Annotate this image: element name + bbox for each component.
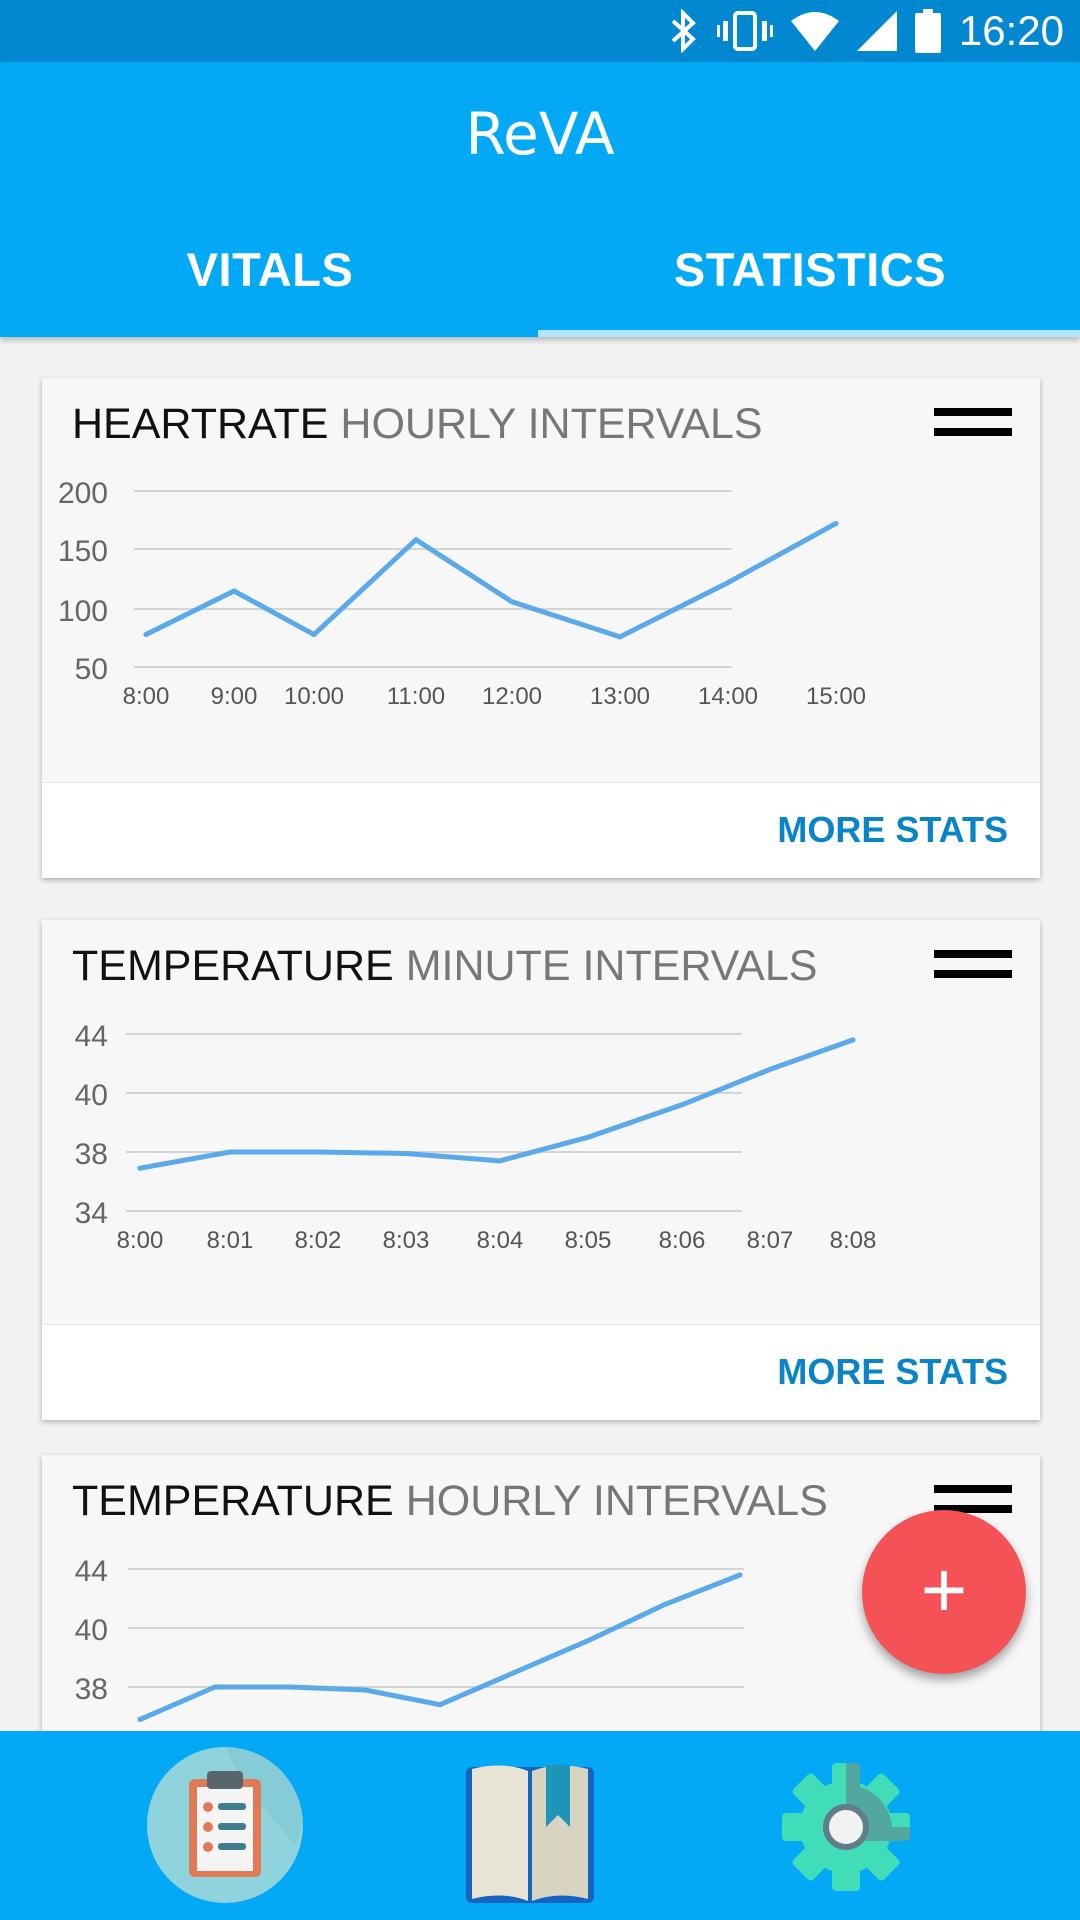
- data-point: [227, 1149, 233, 1155]
- data-point: [315, 1149, 321, 1155]
- nav-item-journal[interactable]: [462, 1761, 598, 1912]
- app-title: ReVA: [465, 100, 615, 168]
- data-point: [833, 520, 839, 526]
- x-tick-label: 8:01: [207, 1227, 254, 1254]
- heartrate-card: HEARTRATE HOURLY INTERVALS 200 150 100 50 8:…: [42, 378, 1040, 878]
- temperature-minute-card: TEMPERATURE MINUTE INTERVALS 44 40 38 34 8:0…: [42, 920, 1040, 1420]
- card-footer: MORE STATS: [42, 782, 1040, 878]
- x-tick-label: 12:00: [482, 683, 542, 710]
- heartrate-chart: 200 150 100 50 8:00 9:00 10:00 11:00 12:00 13:00 1…: [58, 477, 866, 710]
- x-tick-label: 8:00: [117, 1227, 164, 1254]
- data-point: [587, 1637, 593, 1643]
- x-tick-label: 14:00: [698, 683, 758, 710]
- y-tick-label: 44: [75, 1555, 108, 1588]
- card-title: TEMPERATURE: [72, 1477, 394, 1525]
- y-tick-label: 38: [75, 1138, 108, 1171]
- card-title: HEARTRATE: [72, 400, 329, 448]
- temperature-hourly-card: TEMPERATURE HOURLY INTERVALS 44 40 38: [42, 1455, 1040, 1785]
- wifi-icon: [790, 12, 839, 51]
- data-point: [585, 1134, 591, 1140]
- menu-icon[interactable]: [934, 408, 1012, 440]
- tab-statistics[interactable]: STATISTICS: [673, 243, 947, 296]
- more-stats-button[interactable]: MORE STATS: [777, 809, 1008, 850]
- app-bar: ReVA VITALS STATISTICS: [0, 62, 1080, 337]
- x-tick-label: 8:03: [383, 1227, 430, 1254]
- menu-icon[interactable]: [934, 1485, 1012, 1517]
- data-point: [403, 1150, 409, 1156]
- status-bar: 16:20: [0, 0, 1080, 62]
- nav-item-vitals[interactable]: [145, 1745, 305, 1910]
- data-point: [617, 634, 623, 640]
- x-tick-label: 13:00: [590, 683, 650, 710]
- data-point: [311, 632, 317, 638]
- card-footer: MORE STATS: [42, 1324, 1040, 1420]
- cell-signal-icon: [856, 11, 897, 51]
- x-tick-label: 8:07: [747, 1227, 794, 1254]
- x-tick-label: 8:04: [477, 1227, 524, 1254]
- clock: 16:20: [958, 7, 1064, 54]
- gear-icon: [782, 1763, 910, 1891]
- x-tick-label: 15:00: [806, 683, 866, 710]
- add-button[interactable]: +: [862, 1510, 1026, 1674]
- data-point: [509, 599, 515, 605]
- temperature-minute-chart: 44 40 38 34 8:00 8:01 8:02 8:03 8:04 8:05 8:06 8:07…: [75, 1020, 877, 1254]
- data-point: [767, 1066, 773, 1072]
- x-tick-label: 9:00: [211, 683, 258, 710]
- series-line: [143, 520, 839, 640]
- y-tick-label: 200: [58, 477, 108, 510]
- data-point: [725, 580, 731, 586]
- y-tick-label: 40: [75, 1614, 108, 1647]
- y-tick-label: 100: [58, 595, 108, 628]
- series-line: [137, 1037, 856, 1171]
- card-header: HEARTRATE HOURLY INTERVALS: [72, 400, 763, 449]
- book-icon: [466, 1765, 594, 1903]
- card-title: TEMPERATURE: [72, 942, 394, 990]
- clipboard-icon: [147, 1747, 303, 1903]
- data-point: [437, 1702, 443, 1708]
- bluetooth-icon: [671, 9, 696, 53]
- x-tick-label: 8:06: [659, 1227, 706, 1254]
- tab-indicator: [538, 330, 1080, 337]
- data-point: [212, 1684, 218, 1690]
- menu-icon[interactable]: [934, 950, 1012, 982]
- card-header: TEMPERATURE HOURLY INTERVALS: [72, 1477, 828, 1526]
- card-header: TEMPERATURE MINUTE INTERVALS: [72, 942, 817, 991]
- more-stats-button[interactable]: MORE STATS: [777, 1351, 1008, 1392]
- y-tick-label: 40: [75, 1079, 108, 1112]
- data-point: [143, 632, 149, 638]
- data-point: [662, 1601, 668, 1607]
- data-point: [413, 537, 419, 543]
- y-tick-label: 150: [58, 535, 108, 568]
- vibrate-icon: [716, 11, 773, 51]
- y-tick-label: 50: [75, 653, 108, 686]
- data-point: [362, 1687, 368, 1693]
- x-tick-label: 8:00: [123, 683, 170, 710]
- data-point: [287, 1684, 293, 1690]
- data-point: [679, 1102, 685, 1108]
- y-tick-label: 34: [75, 1197, 108, 1230]
- tab-vitals[interactable]: VITALS: [186, 243, 354, 296]
- data-point: [231, 588, 237, 594]
- temperature-hourly-chart: 44 40 38: [75, 1555, 744, 1722]
- data-point: [512, 1669, 518, 1675]
- x-tick-label: 8:08: [830, 1227, 877, 1254]
- card-subtitle: HOURLY INTERVALS: [340, 400, 763, 448]
- y-tick-label: 44: [75, 1020, 108, 1053]
- card-subtitle: HOURLY INTERVALS: [405, 1477, 828, 1525]
- nav-item-settings[interactable]: [776, 1757, 916, 1902]
- bottom-nav: [0, 1731, 1080, 1920]
- series-line: [137, 1572, 743, 1722]
- x-tick-label: 8:05: [565, 1227, 612, 1254]
- x-tick-label: 10:00: [284, 683, 344, 710]
- data-point: [137, 1716, 143, 1722]
- data-point: [137, 1165, 143, 1171]
- card-subtitle: MINUTE INTERVALS: [405, 942, 818, 990]
- x-tick-label: 8:02: [295, 1227, 342, 1254]
- y-tick-label: 38: [75, 1673, 108, 1706]
- x-tick-label: 11:00: [387, 683, 445, 710]
- data-point: [497, 1158, 503, 1164]
- data-point: [850, 1037, 856, 1043]
- battery-icon: [914, 9, 941, 53]
- data-point: [737, 1572, 743, 1578]
